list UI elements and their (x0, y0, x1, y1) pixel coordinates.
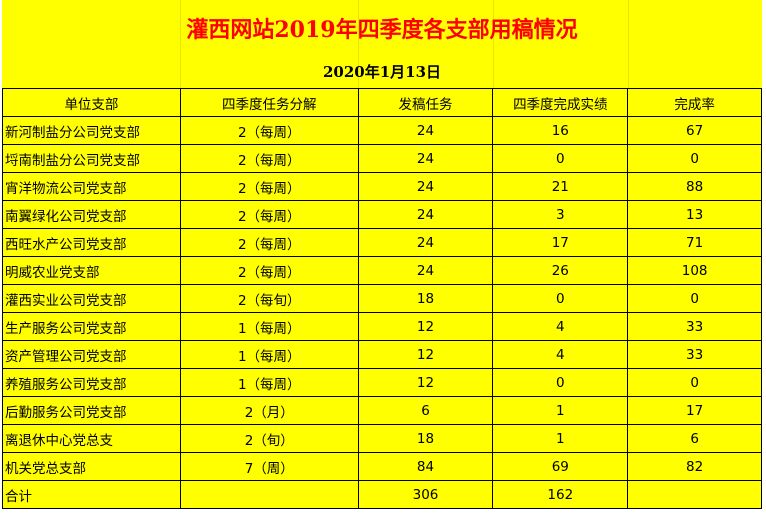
table-row: 西旺水产公司党支部 2（每周） 24 17 71 (2, 228, 762, 257)
task-cell[interactable]: 18 (357, 424, 494, 453)
rate-cell[interactable]: 6 (627, 424, 762, 453)
gridline (358, 0, 359, 88)
actual-cell[interactable]: 69 (492, 452, 629, 481)
rate-cell[interactable]: 33 (627, 340, 762, 369)
actual-cell[interactable]: 1 (492, 424, 629, 453)
rate-cell[interactable]: 88 (627, 172, 762, 201)
task-cell[interactable]: 24 (357, 200, 494, 229)
task-cell[interactable]: 12 (357, 368, 494, 397)
unit-cell[interactable]: 新河制盐分公司党支部 (2, 116, 181, 145)
task-cell[interactable]: 306 (357, 480, 494, 509)
actual-cell[interactable]: 26 (492, 256, 629, 285)
task-breakdown-cell[interactable]: 2（每周） (179, 228, 359, 257)
task-breakdown-cell[interactable]: 2（月） (179, 396, 359, 425)
table-row: 明威农业党支部 2（每周） 24 26 108 (2, 256, 762, 285)
column-header[interactable]: 完成率 (627, 88, 762, 117)
rate-cell[interactable]: 0 (627, 368, 762, 397)
header-row: 单位支部 四季度任务分解 发稿任务 四季度完成实绩 完成率 (2, 88, 762, 117)
gridline (180, 0, 181, 88)
table-row: 南翼绿化公司党支部 2（每周） 24 3 13 (2, 200, 762, 229)
report-table: 单位支部 四季度任务分解 发稿任务 四季度完成实绩 完成率 新河制盐分公司党支部 2（每周）… (2, 88, 762, 509)
actual-cell[interactable]: 162 (492, 480, 629, 509)
unit-cell[interactable]: 生产服务公司党支部 (2, 312, 181, 341)
column-header[interactable]: 单位支部 (2, 88, 181, 117)
task-breakdown-cell[interactable]: 2（旬） (179, 424, 359, 453)
task-breakdown-cell[interactable]: 2（每周） (179, 144, 359, 173)
actual-cell[interactable]: 0 (492, 144, 629, 173)
gridline (493, 0, 494, 88)
rate-cell[interactable]: 82 (627, 452, 762, 481)
column-header[interactable]: 发稿任务 (357, 88, 494, 117)
table-row: 宵洋物流公司党支部 2（每周） 24 21 88 (2, 172, 762, 201)
task-cell[interactable]: 12 (357, 312, 494, 341)
table-row: 资产管理公司党支部 1（每周） 12 4 33 (2, 340, 762, 369)
task-cell[interactable]: 24 (357, 116, 494, 145)
rate-cell[interactable]: 33 (627, 312, 762, 341)
task-breakdown-cell[interactable]: 1（每周） (179, 312, 359, 341)
actual-cell[interactable]: 0 (492, 368, 629, 397)
task-breakdown-cell[interactable]: 2（每周） (179, 200, 359, 229)
unit-cell[interactable]: 合计 (2, 480, 181, 509)
unit-cell[interactable]: 明威农业党支部 (2, 256, 181, 285)
task-breakdown-cell[interactable] (179, 480, 359, 509)
rate-cell[interactable] (627, 480, 762, 509)
task-cell[interactable]: 24 (357, 228, 494, 257)
total-row: 合计 306 162 (2, 480, 762, 509)
column-header[interactable]: 四季度任务分解 (179, 88, 359, 117)
rate-cell[interactable]: 0 (627, 144, 762, 173)
gridline (628, 0, 629, 88)
table-row: 生产服务公司党支部 1（每周） 12 4 33 (2, 312, 762, 341)
task-breakdown-cell[interactable]: 7（周） (179, 452, 359, 481)
task-breakdown-cell[interactable]: 2（每周） (179, 116, 359, 145)
task-cell[interactable]: 6 (357, 396, 494, 425)
sheet-title[interactable]: 灌西网站2019年四季度各支部用稿情况 (186, 17, 578, 43)
task-cell[interactable]: 18 (357, 284, 494, 313)
task-breakdown-cell[interactable]: 1（每周） (179, 340, 359, 369)
actual-cell[interactable]: 3 (492, 200, 629, 229)
task-cell[interactable]: 24 (357, 256, 494, 285)
task-cell[interactable]: 24 (357, 144, 494, 173)
actual-cell[interactable]: 17 (492, 228, 629, 257)
task-breakdown-cell[interactable]: 1（每周） (179, 368, 359, 397)
table-row: 养殖服务公司党支部 1（每周） 12 0 0 (2, 368, 762, 397)
report-date[interactable]: 2020年1月13日 (322, 63, 442, 81)
table-row: 机关党总支部 7（周） 84 69 82 (2, 452, 762, 481)
column-header[interactable]: 四季度完成实绩 (492, 88, 629, 117)
rate-cell[interactable]: 71 (627, 228, 762, 257)
table-row: 后勤服务公司党支部 2（月） 6 1 17 (2, 396, 762, 425)
unit-cell[interactable]: 南翼绿化公司党支部 (2, 200, 181, 229)
table-row: 新河制盐分公司党支部 2（每周） 24 16 67 (2, 116, 762, 145)
unit-cell[interactable]: 机关党总支部 (2, 452, 181, 481)
actual-cell[interactable]: 16 (492, 116, 629, 145)
actual-cell[interactable]: 4 (492, 312, 629, 341)
unit-cell[interactable]: 灌西实业公司党支部 (2, 284, 181, 313)
unit-cell[interactable]: 离退休中心党总支 (2, 424, 181, 453)
unit-cell[interactable]: 后勤服务公司党支部 (2, 396, 181, 425)
task-cell[interactable]: 12 (357, 340, 494, 369)
actual-cell[interactable]: 21 (492, 172, 629, 201)
task-breakdown-cell[interactable]: 2（每旬） (179, 284, 359, 313)
unit-cell[interactable]: 养殖服务公司党支部 (2, 368, 181, 397)
unit-cell[interactable]: 埒南制盐分公司党支部 (2, 144, 181, 173)
table-row: 离退休中心党总支 2（旬） 18 1 6 (2, 424, 762, 453)
actual-cell[interactable]: 0 (492, 284, 629, 313)
actual-cell[interactable]: 4 (492, 340, 629, 369)
task-cell[interactable]: 84 (357, 452, 494, 481)
task-breakdown-cell[interactable]: 2（每周） (179, 172, 359, 201)
rate-cell[interactable]: 108 (627, 256, 762, 285)
actual-cell[interactable]: 1 (492, 396, 629, 425)
rate-cell[interactable]: 0 (627, 284, 762, 313)
unit-cell[interactable]: 资产管理公司党支部 (2, 340, 181, 369)
rate-cell[interactable]: 67 (627, 116, 762, 145)
task-cell[interactable]: 24 (357, 172, 494, 201)
rate-cell[interactable]: 17 (627, 396, 762, 425)
rate-cell[interactable]: 13 (627, 200, 762, 229)
task-breakdown-cell[interactable]: 2（每周） (179, 256, 359, 285)
unit-cell[interactable]: 西旺水产公司党支部 (2, 228, 181, 257)
unit-cell[interactable]: 宵洋物流公司党支部 (2, 172, 181, 201)
table-row: 埒南制盐分公司党支部 2（每周） 24 0 0 (2, 144, 762, 173)
table-row: 灌西实业公司党支部 2（每旬） 18 0 0 (2, 284, 762, 313)
